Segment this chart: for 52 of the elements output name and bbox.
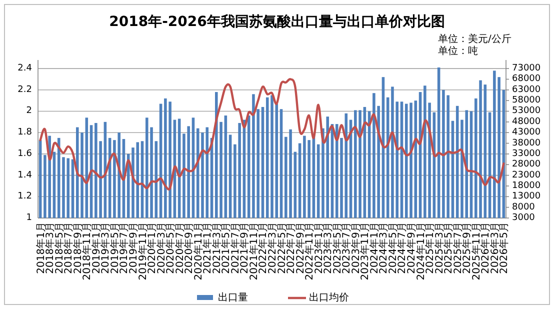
x-tick-label: 2019年11月 (136, 222, 149, 280)
y2-tick-label: 13000 (512, 192, 541, 202)
x-tick-label: 2018年1月 (34, 222, 47, 274)
x-tick-label: 2025年7月 (452, 222, 464, 274)
y2-tick-label: 33000 (512, 148, 541, 159)
y2-tick-label: 73000 (512, 64, 541, 74)
y2-tick-label: 63000 (512, 84, 541, 95)
y2-tick-label: 38000 (512, 138, 541, 148)
x-tick-label: 2020年7月 (174, 222, 186, 274)
y2-tick-label: 28000 (512, 160, 541, 170)
x-tick-label: 2018年5月 (53, 222, 66, 274)
y2-tick-label: 3000 (512, 213, 536, 223)
legend-label: 出口均价 (309, 292, 349, 304)
x-tick-label: 2025年11月 (470, 222, 482, 280)
y-tick-label: 1.4 (18, 170, 32, 180)
x-tick-label: 2024年11月 (414, 222, 427, 280)
text: 单位：美元/公斤 (438, 33, 512, 45)
x-tick-label: 2020年3月 (155, 222, 168, 274)
x-tick-label: 2019年9月 (127, 222, 140, 274)
x-tick-label: 2023年5月 (331, 222, 344, 274)
y2-tick-label: 8000 (512, 202, 536, 212)
y-tick-label: 1.8 (18, 128, 32, 138)
y-tick-label: 1.2 (18, 192, 32, 202)
y2-tick-label: 68000 (512, 74, 541, 84)
x-tick-label: 2022年3月 (266, 222, 278, 274)
x-tick-label: 2021年11月 (248, 222, 260, 280)
y2-tick-label: 53000 (512, 106, 541, 116)
x-tick-label: 2021年3月 (210, 222, 223, 274)
x-tick-label: 2022年5月 (276, 222, 288, 274)
y-tick-label: 2.4 (18, 64, 32, 74)
legend-label: 出口量 (218, 292, 248, 304)
x-tick-label: 2024年1月 (368, 222, 380, 274)
y-tick-label: 1.6 (18, 148, 32, 159)
y-tick-label: 1 (26, 213, 32, 223)
y2-tick-label: 58000 (512, 96, 541, 106)
x-tick-label: 2026年5月 (498, 222, 510, 274)
x-tick-label: 2025年3月 (433, 222, 446, 274)
y2-tick-label: 23000 (512, 170, 541, 180)
x-tick-label: 2019年1月 (90, 222, 102, 274)
x-tick-label: 2023年1月 (312, 222, 325, 274)
x-tick-label: 2024年5月 (386, 222, 399, 274)
y2-tick-label: 18000 (512, 180, 541, 191)
y-tick-label: 2.2 (18, 84, 32, 95)
x-tick-label: 2021年7月 (229, 222, 242, 274)
text: 单位：吨 (438, 45, 478, 57)
y-tick-label: 2 (26, 106, 32, 116)
chart-title: 2018年-2026年我国苏氨酸出口量与出口单价对比图 (109, 14, 445, 30)
x-tick-label: 2020年11月 (192, 222, 204, 280)
x-tick-label: 2026年3月 (488, 222, 501, 274)
y2-tick-label: 48000 (512, 116, 541, 127)
x-tick-label: 2019年5月 (108, 222, 121, 274)
y2-tick-label: 43000 (512, 128, 541, 138)
